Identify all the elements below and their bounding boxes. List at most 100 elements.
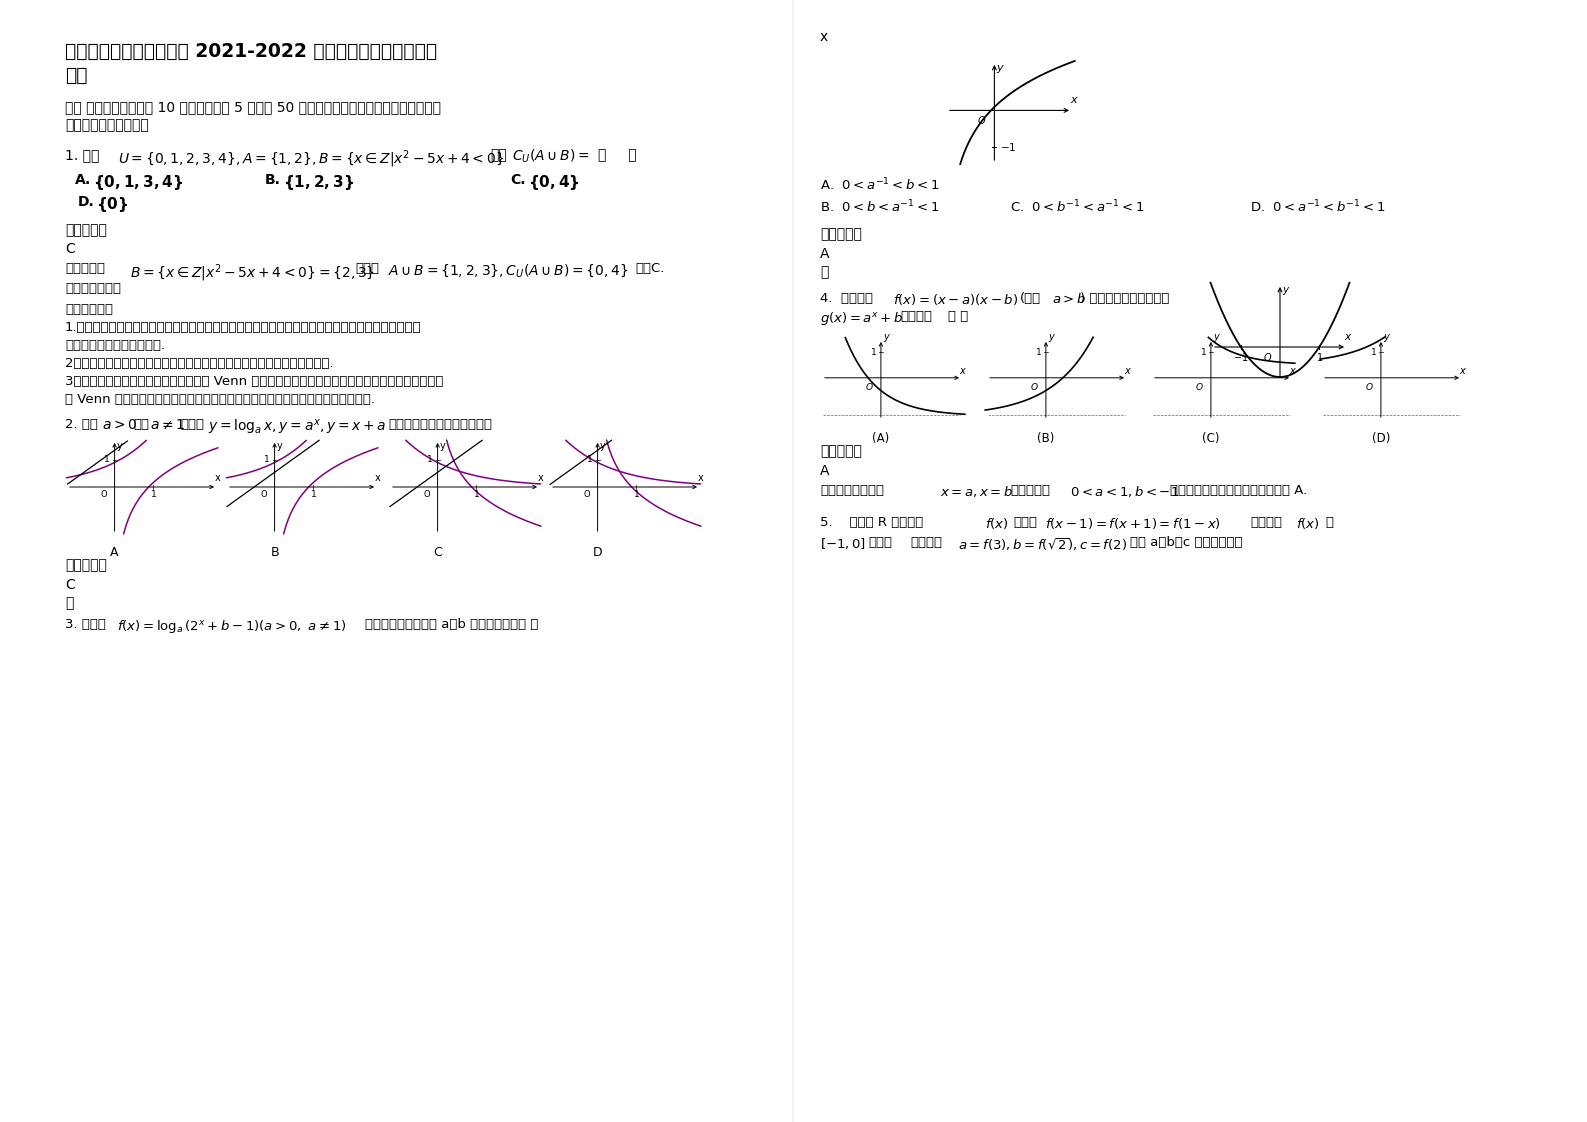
Text: （ ）: （ ） [947, 310, 968, 323]
Text: $\bf\{0\}$: $\bf\{0\}$ [95, 195, 129, 214]
Text: 数集、点集还是其他的集合.: 数集、点集还是其他的集合. [65, 339, 165, 352]
Text: C.  $0<b^{-1}<a^{-1}<1$: C. $0<b^{-1}<a^{-1}<1$ [1009, 199, 1144, 215]
Text: 【方法点睛】: 【方法点睛】 [65, 303, 113, 316]
Text: 1: 1 [1371, 348, 1378, 357]
Text: $x$: $x$ [1070, 95, 1079, 105]
Text: B.: B. [265, 173, 281, 187]
Text: 上单调: 上单调 [868, 536, 892, 549]
Text: $f(x-1)=f(x+1)=f(1-x)$: $f(x-1)=f(x+1)=f(1-x)$ [1044, 516, 1220, 531]
Text: 递增，设: 递增，设 [909, 536, 943, 549]
Text: $f(x)=(x-a)(x-b)$: $f(x)=(x-a)(x-b)$ [893, 292, 1019, 307]
Text: 1.用描述法表示集合，首先要弄清集合中代表元素的含义，再看元素的限制条件，明确集合类型，是: 1.用描述法表示集合，首先要弄清集合中代表元素的含义，再看元素的限制条件，明确集… [65, 321, 422, 334]
Text: $f(x)$: $f(x)$ [1297, 516, 1320, 531]
Text: B.  $0<b<a^{-1}<1$: B. $0<b<a^{-1}<1$ [820, 199, 940, 215]
Text: A: A [820, 247, 830, 261]
Text: 1: 1 [427, 456, 433, 465]
Text: $x$: $x$ [1344, 332, 1352, 342]
Text: $\bf\{0,4\}$: $\bf\{0,4\}$ [528, 173, 579, 192]
Text: y: y [116, 441, 122, 451]
Text: ，所以: ，所以 [355, 263, 379, 275]
Text: 一、 选择题：本大题共 10 小题，每小题 5 分，共 50 分。在每小题给出的四个选项中，只有: 一、 选择题：本大题共 10 小题，每小题 5 分，共 50 分。在每小题给出的… [65, 100, 441, 114]
Text: $f(x)$: $f(x)$ [986, 516, 1009, 531]
Text: x: x [375, 473, 381, 482]
Text: 参考答案：: 参考答案： [820, 444, 862, 458]
Text: $-1$: $-1$ [1233, 351, 1249, 364]
Text: (A): (A) [873, 432, 890, 445]
Text: 试题分析：: 试题分析： [65, 263, 105, 275]
Text: $y$: $y$ [1282, 285, 1290, 297]
Text: D.  $0<a^{-1}<b^{-1}<1$: D. $0<a^{-1}<b^{-1}<1$ [1251, 199, 1385, 215]
Text: $O$: $O$ [1195, 380, 1205, 392]
Text: D: D [594, 546, 603, 559]
Text: 1: 1 [1036, 348, 1043, 357]
Text: O: O [102, 490, 108, 499]
Text: 3. 若函数: 3. 若函数 [65, 618, 106, 631]
Text: C: C [433, 546, 441, 559]
Text: 1: 1 [311, 490, 316, 499]
Text: ，选C.: ，选C. [635, 263, 665, 275]
Text: 1: 1 [103, 456, 110, 465]
Text: 1: 1 [1201, 348, 1206, 357]
Text: 参考答案：: 参考答案： [65, 558, 106, 572]
Text: 由函数的两个根为: 由函数的两个根为 [820, 484, 884, 497]
Text: 考点：集合运算: 考点：集合运算 [65, 282, 121, 295]
Text: O: O [584, 490, 590, 499]
Text: C: C [65, 578, 75, 592]
Text: 在同一坐标系中的图象可能是: 在同一坐标系中的图象可能是 [387, 419, 492, 431]
Text: 参考答案：: 参考答案： [65, 223, 106, 237]
Text: 略: 略 [820, 265, 828, 279]
Text: $a\neq 1$: $a\neq 1$ [151, 419, 186, 432]
Text: $O$: $O$ [1365, 380, 1374, 392]
Text: $\bf\{1,2,3\}$: $\bf\{1,2,3\}$ [282, 173, 354, 192]
Text: 在: 在 [1325, 516, 1333, 528]
Text: x: x [538, 473, 544, 482]
Text: 4.  已知函数: 4. 已知函数 [820, 292, 873, 305]
Text: C.: C. [509, 173, 525, 187]
Text: 3．在进行集合的运算时要尽可能地借助 Venn 图和数轴使抽象问题直观化．一般地，集合元素离散时: 3．在进行集合的运算时要尽可能地借助 Venn 图和数轴使抽象问题直观化．一般地… [65, 375, 443, 388]
Text: y: y [440, 441, 446, 451]
Text: 略: 略 [65, 596, 73, 610]
Text: (C): (C) [1201, 432, 1220, 445]
Text: 1: 1 [587, 456, 592, 465]
Text: $y$: $y$ [1212, 332, 1220, 344]
Text: $x$: $x$ [1124, 366, 1132, 376]
Text: 1: 1 [633, 490, 640, 499]
Text: $0<a<1,b<-1$: $0<a<1,b<-1$ [1070, 484, 1179, 499]
Text: 参考答案：: 参考答案： [820, 227, 862, 241]
Text: 的图象是: 的图象是 [900, 310, 932, 323]
Text: 5.    定义在 R 上的函数: 5. 定义在 R 上的函数 [820, 516, 924, 528]
Text: A.  $0<a^{-1}<b<1$: A. $0<a^{-1}<b<1$ [820, 177, 940, 194]
Text: $y$: $y$ [882, 332, 890, 344]
Text: 2. 已知: 2. 已知 [65, 419, 98, 431]
Text: $y$: $y$ [997, 63, 1006, 75]
Text: ，图象可知: ，图象可知 [1009, 484, 1051, 497]
Text: 的图象如图所示，则 a，b 满足的关系是（ ）: 的图象如图所示，则 a，b 满足的关系是（ ） [365, 618, 538, 631]
Text: $O$: $O$ [978, 114, 987, 127]
Text: A.: A. [75, 173, 90, 187]
Text: ，则: ，则 [490, 148, 506, 162]
Text: 成立，且: 成立，且 [1251, 516, 1282, 528]
Text: $a>b$: $a>b$ [1052, 292, 1086, 306]
Text: $x$: $x$ [959, 366, 966, 376]
Text: 1: 1 [473, 490, 479, 499]
Text: ) 的图象如图所示则函数: ) 的图象如图所示则函数 [1081, 292, 1170, 305]
Text: ，函数: ，函数 [179, 419, 205, 431]
Text: 用 Venn 图表示；集合元素连续时用数轴表示，用数轴表示时要注意端点值的取舍.: 用 Venn 图表示；集合元素连续时用数轴表示，用数轴表示时要注意端点值的取舍. [65, 393, 375, 406]
Text: $-1$: $-1$ [1000, 141, 1017, 153]
Text: C: C [65, 242, 75, 256]
Text: O: O [260, 490, 268, 499]
Text: y: y [276, 441, 282, 451]
Text: (B): (B) [1038, 432, 1055, 445]
Text: 2．求集合的交、并、补时，一般先化简集合，再由交、并、补的定义求解.: 2．求集合的交、并、补时，一般先化简集合，再由交、并、补的定义求解. [65, 357, 333, 370]
Text: 满足：: 满足： [1013, 516, 1036, 528]
Text: x: x [820, 30, 828, 44]
Text: 是一个符合题目要求的: 是一个符合题目要求的 [65, 118, 149, 132]
Text: 1: 1 [263, 456, 270, 465]
Text: x: x [698, 473, 703, 482]
Text: $1$: $1$ [1316, 351, 1324, 364]
Text: $O$: $O$ [865, 380, 874, 392]
Text: $\bf\{0,1,3,4\}$: $\bf\{0,1,3,4\}$ [94, 173, 184, 192]
Text: (其中: (其中 [1020, 292, 1041, 305]
Text: O: O [424, 490, 430, 499]
Text: $[-1,0]$: $[-1,0]$ [820, 536, 867, 551]
